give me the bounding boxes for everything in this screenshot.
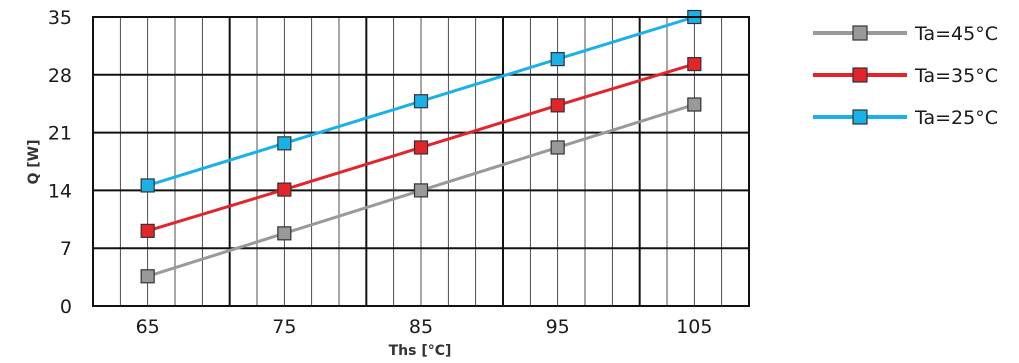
y-tick-label: 14 — [48, 180, 72, 202]
data-point — [687, 97, 702, 112]
data-point — [687, 56, 702, 72]
data-point — [413, 94, 429, 109]
y-axis-title: Q [W] — [26, 139, 42, 184]
plot-frame — [92, 16, 750, 307]
data-point — [140, 223, 155, 238]
data-point — [550, 98, 565, 113]
data-point — [140, 269, 155, 284]
legend-marker — [852, 109, 868, 125]
x-tick-label: 75 — [272, 316, 296, 338]
y-tick-label: 21 — [48, 123, 72, 145]
series-group — [140, 9, 702, 284]
y-tick-label: 7 — [60, 238, 72, 260]
x-tick-label: 65 — [136, 316, 160, 338]
x-tick-label: 105 — [676, 316, 712, 338]
data-point — [277, 226, 292, 241]
data-point — [140, 178, 155, 193]
legend-label: Ta=35°C — [914, 65, 998, 87]
data-point — [413, 140, 429, 155]
x-tick-label: 85 — [409, 316, 433, 338]
y-tick-label: 35 — [48, 7, 72, 29]
legend-label: Ta=45°C — [914, 23, 998, 45]
data-point — [550, 140, 565, 155]
y-tick-label: 28 — [48, 65, 72, 87]
x-tick-label: 95 — [546, 316, 570, 338]
legend: Ta=45°C Ta=35°C Ta=25°C — [813, 23, 998, 129]
legend-marker — [852, 25, 868, 41]
data-point — [277, 182, 292, 197]
legend-label: Ta=25°C — [914, 107, 998, 129]
x-axis-title: Ths [°C] — [389, 343, 452, 359]
axes: 0 7 14 21 28 35 65 75 85 95 105 — [48, 7, 750, 338]
data-point — [413, 183, 429, 198]
data-point — [550, 52, 565, 67]
legend-marker — [852, 67, 868, 83]
data-point — [277, 136, 292, 151]
y-tick-label: 0 — [60, 296, 72, 318]
